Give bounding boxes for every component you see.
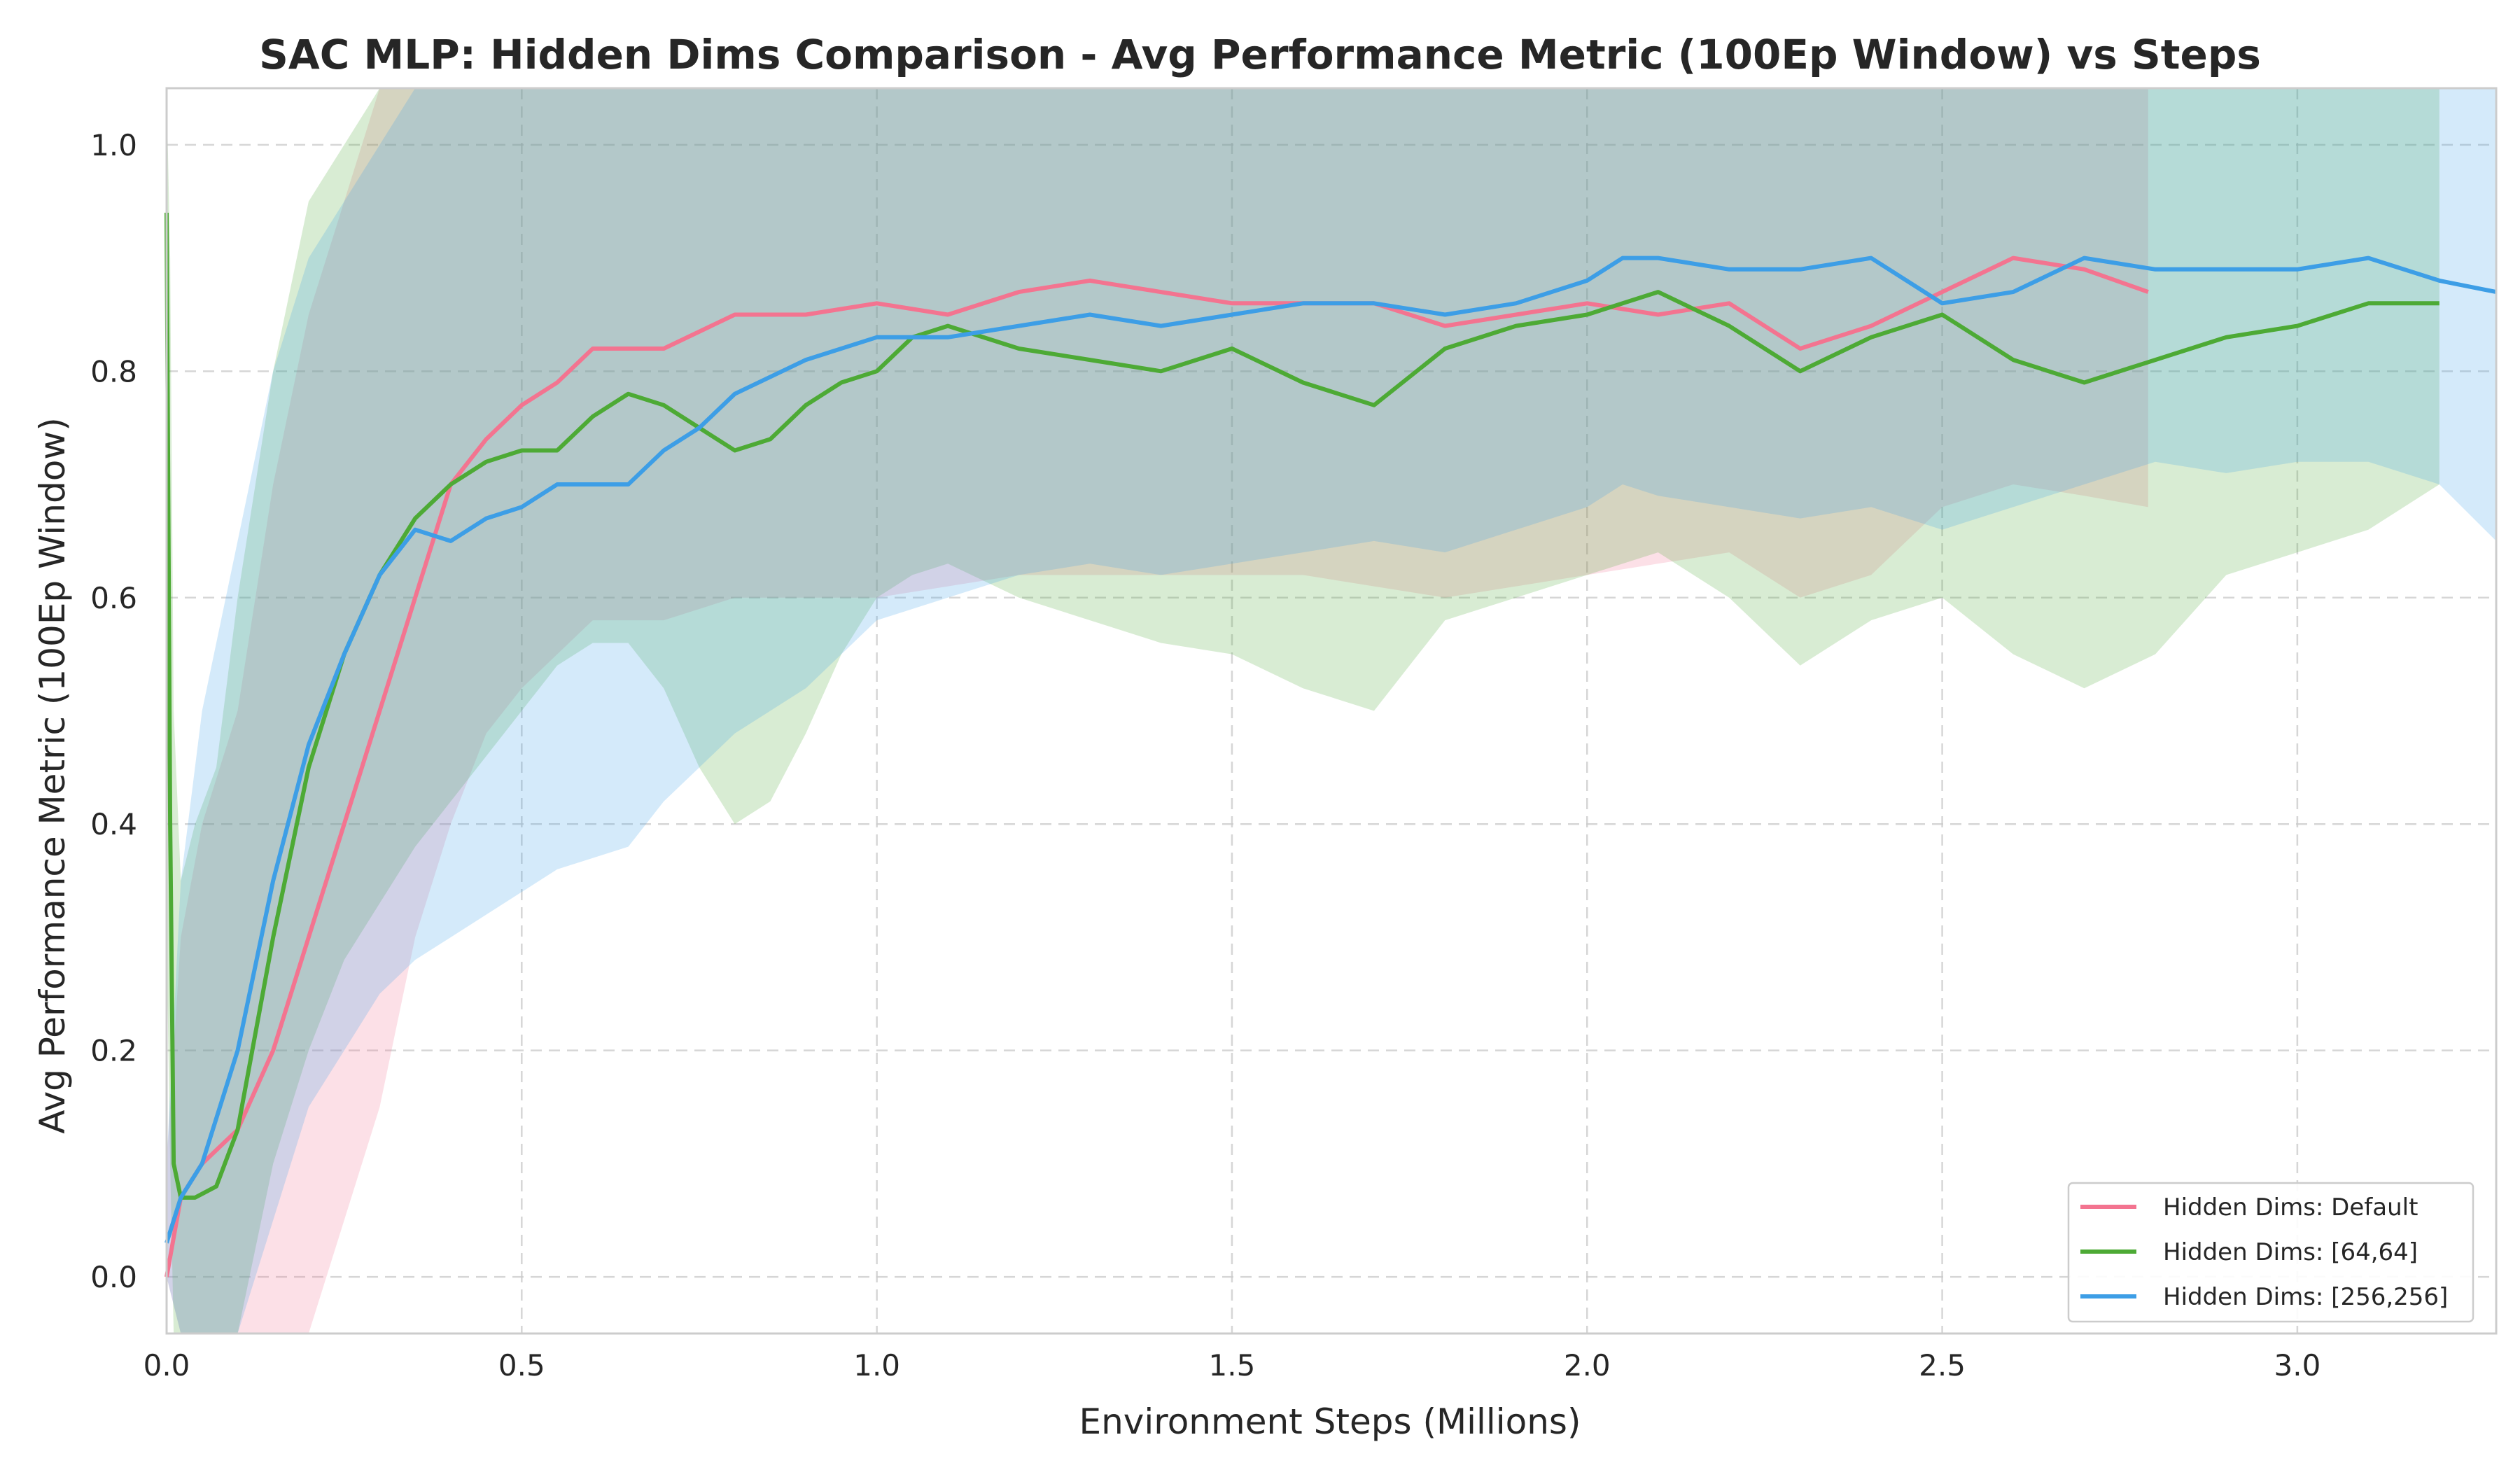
legend-label: Hidden Dims: Default [2163,1194,2418,1222]
legend: Hidden Dims: Default Hidden Dims: [64,64… [2067,1182,2474,1323]
x-tick-label: 1.5 [1209,1348,1256,1382]
y-tick-label: 0.0 [90,1260,137,1294]
x-axis-label: Environment Steps (Millions) [1079,1401,1581,1442]
confidence-band [167,88,2440,1334]
legend-box [2067,1182,2474,1323]
confidence-band [167,88,2496,1334]
x-tick-label: 0.5 [498,1348,545,1382]
confidence-band [167,88,2148,1334]
legend-entry: Hidden Dims: [64,64] [2080,1238,2418,1266]
legend-label: Hidden Dims: [256,256] [2163,1283,2448,1311]
series-line [164,255,2497,1244]
band-layer [167,88,2496,1334]
x-tick-label: 2.0 [1564,1348,1611,1382]
y-tick-labels: 0.0 0.2 0.4 0.6 0.8 1.0 [90,128,137,1294]
legend-entry: Hidden Dims: [256,256] [2080,1283,2448,1311]
x-tick-label: 0.0 [144,1348,190,1382]
x-tick-label: 2.5 [1919,1348,1966,1382]
y-tick-label: 0.8 [90,354,137,388]
x-tick-labels: 0.0 0.5 1.0 1.5 2.0 2.5 3.0 [144,1348,2321,1382]
legend-label: Hidden Dims: [64,64] [2163,1238,2418,1266]
legend-entry: Hidden Dims: Default [2080,1194,2418,1222]
x-tick-label: 3.0 [2274,1348,2321,1382]
chart-title: SAC MLP: Hidden Dims Comparison - Avg Pe… [259,31,2261,78]
y-tick-label: 0.6 [90,581,137,615]
grid-layer [165,88,2496,1334]
line-layer [164,212,2497,1278]
y-tick-label: 0.4 [90,807,137,841]
x-tick-label: 1.0 [853,1348,900,1382]
y-axis-label: Avg Performance Metric (100Ep Window) [32,417,73,1133]
plot-frame [165,87,2498,1335]
y-tick-label: 0.2 [90,1034,137,1068]
series-line [164,212,2440,1200]
series-line [164,255,2149,1278]
y-tick-label: 1.0 [90,128,137,162]
